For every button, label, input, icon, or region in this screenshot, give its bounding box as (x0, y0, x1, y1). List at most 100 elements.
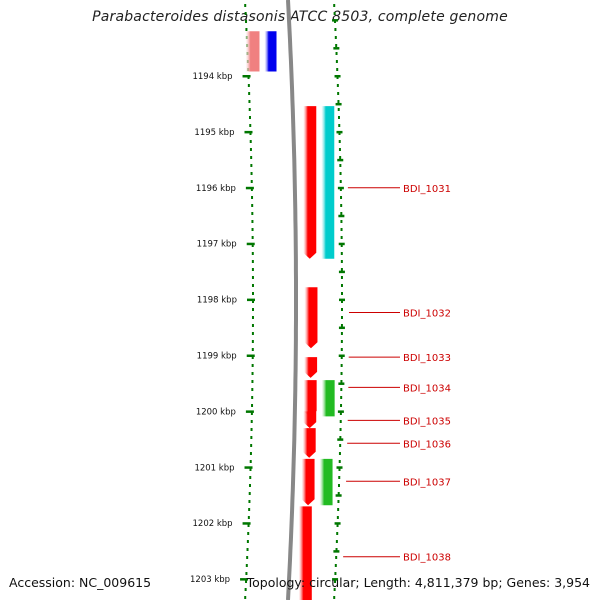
ruler-dot (249, 124, 252, 127)
track-dot (339, 188, 342, 191)
track-dot (337, 100, 340, 103)
gene-feature[interactable] (303, 411, 317, 429)
track-dot (336, 84, 339, 87)
gene-label[interactable]: BDI_1037 (403, 477, 451, 488)
ruler-dot (251, 284, 254, 287)
ruler-dot (251, 324, 254, 327)
gene-label[interactable]: BDI_1033 (403, 353, 451, 364)
track-dot (338, 452, 341, 455)
topology-label: Topology: circular; Length: 4,811,379 bp… (246, 575, 590, 590)
ruler-dot (248, 484, 251, 487)
track-dot (339, 172, 342, 175)
track-tick (336, 466, 343, 469)
ruler-tick (242, 522, 251, 525)
ruler-tick-label: 1201 kbp (194, 463, 234, 473)
track-dot (340, 260, 343, 263)
gene-label[interactable]: BDI_1036 (403, 439, 451, 450)
track-tick (339, 298, 345, 302)
ruler-dot (244, 4, 247, 7)
track-dot (337, 116, 340, 119)
gene-feature[interactable] (304, 287, 318, 349)
gene-feature[interactable] (298, 506, 312, 600)
track-dot (335, 556, 338, 559)
cds-feature[interactable] (319, 458, 333, 506)
track-dot (340, 340, 343, 343)
gene-label[interactable]: BDI_1032 (403, 308, 451, 319)
ruler-tick (244, 130, 253, 134)
track-dot (339, 428, 342, 431)
track-dot (338, 148, 341, 151)
track-dot (340, 372, 343, 375)
track-dot (340, 308, 343, 311)
track-dot (340, 332, 343, 335)
track-dot (339, 412, 342, 415)
ruler-dot (250, 436, 253, 439)
cds-feature[interactable] (321, 106, 335, 259)
track-tick (337, 410, 344, 413)
ruler-dot (245, 580, 248, 583)
track-tick (338, 354, 345, 357)
track-dot (339, 156, 342, 159)
track-tick (337, 186, 344, 190)
track-dot (335, 52, 338, 55)
gene-feature[interactable] (303, 106, 317, 259)
ruler-dot (249, 476, 252, 479)
track-dot (339, 420, 342, 423)
track-dot (340, 316, 343, 319)
ruler-dot (245, 28, 248, 31)
gene-label[interactable]: BDI_1034 (403, 383, 451, 394)
track-dot (338, 124, 341, 127)
ruler-dot (245, 572, 248, 575)
cds-feature[interactable] (321, 380, 335, 417)
ruler-dot (251, 380, 254, 383)
ruler-dot (249, 468, 252, 471)
track-dot (340, 388, 343, 391)
ruler-dot (249, 460, 252, 463)
track-dot (340, 292, 343, 295)
track-dot (340, 204, 343, 207)
ruler-tick-label: 1202 kbp (193, 519, 233, 529)
gene-label[interactable]: BDI_1031 (403, 184, 451, 195)
track-tick (333, 47, 340, 50)
track-dot (334, 36, 337, 39)
track-dot (337, 500, 340, 503)
track-dot (338, 476, 341, 479)
track-dot (340, 348, 343, 351)
track-dot (339, 436, 342, 439)
ruler-tick (244, 466, 253, 469)
ruler-dot (251, 252, 254, 255)
track-tick (338, 326, 345, 330)
track-tick (338, 270, 345, 274)
feature-block[interactable] (245, 31, 260, 72)
track-dot (335, 540, 338, 543)
ruler-dot (251, 268, 254, 271)
gene-feature[interactable] (304, 357, 318, 378)
track-dot (340, 252, 343, 255)
track-dot (333, 4, 336, 7)
ruler-dot (244, 12, 247, 15)
ruler-tick-label: 1195 kbp (194, 128, 234, 138)
gene-feature[interactable] (301, 458, 315, 506)
gene-label[interactable]: BDI_1035 (403, 416, 451, 427)
gene-label[interactable]: BDI_1038 (403, 553, 451, 564)
ruler-dot (251, 348, 254, 351)
ruler-dot (250, 180, 253, 183)
ruler-tick-label: 1200 kbp (196, 407, 236, 417)
ruler-tick (246, 242, 255, 246)
ruler-dot (251, 276, 254, 279)
track-tick (335, 102, 342, 106)
ruler-dot (250, 412, 253, 415)
gene-feature[interactable] (303, 380, 317, 417)
ruler-dot (252, 300, 254, 303)
ruler-dot (251, 364, 254, 367)
feature-block[interactable] (264, 31, 277, 72)
ruler-dot (251, 260, 254, 263)
ruler-dot (250, 172, 253, 175)
ruler-dot (249, 452, 252, 455)
track-dot (339, 444, 342, 447)
track-dot (340, 284, 343, 287)
ruler-dot (251, 212, 254, 215)
gene-feature[interactable] (302, 428, 316, 458)
track-dot (334, 580, 337, 583)
ruler-dot (244, 588, 247, 591)
